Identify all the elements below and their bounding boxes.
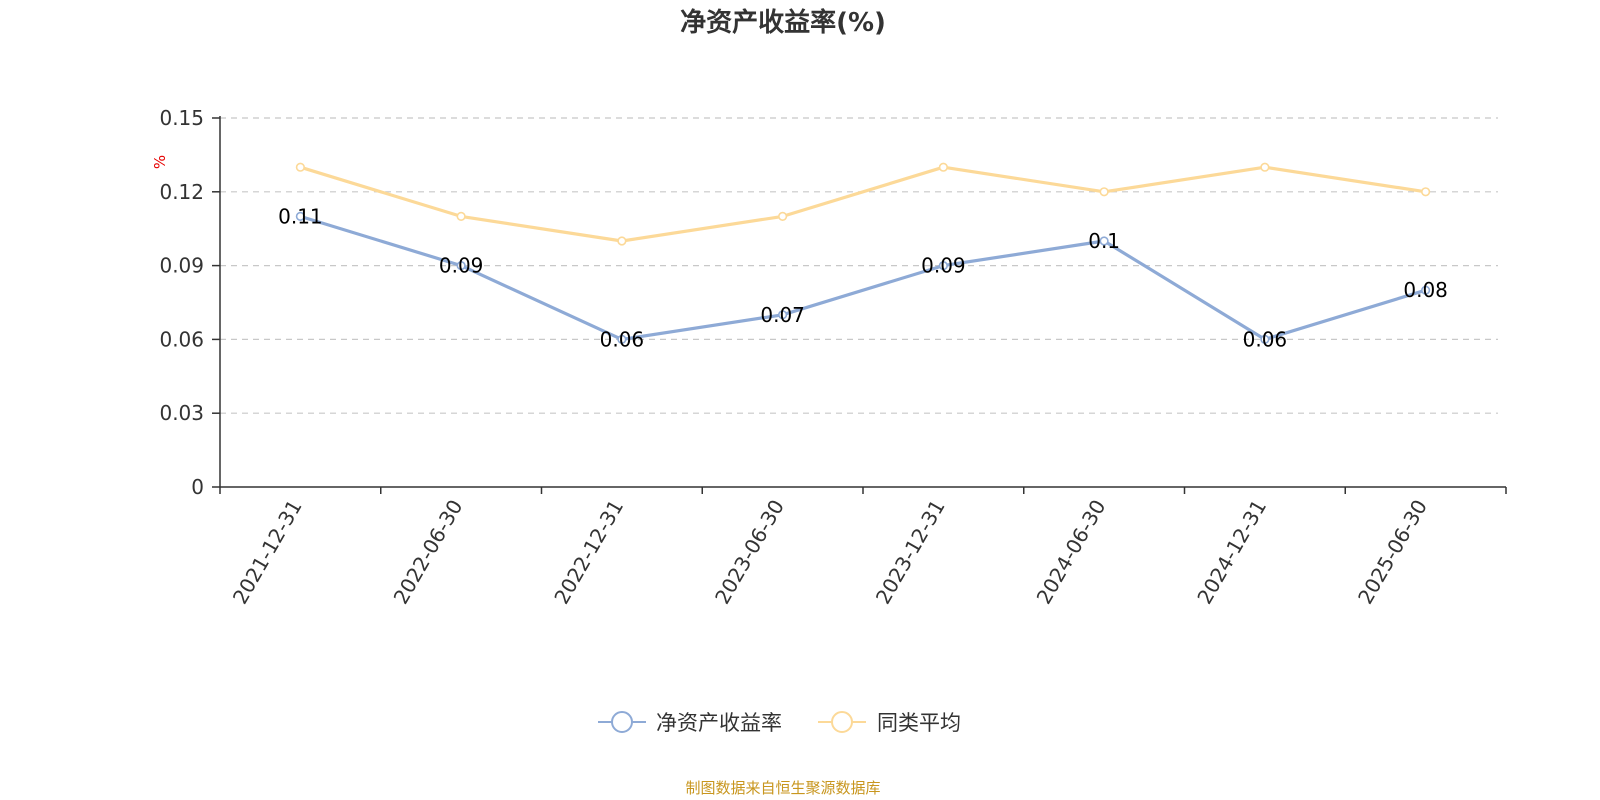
data-label: 0.09 bbox=[439, 254, 484, 278]
data-point bbox=[456, 211, 466, 221]
x-tick-label: 2022-06-30 bbox=[389, 496, 468, 609]
y-tick-label: 0.06 bbox=[159, 327, 204, 351]
x-tick-label: 2023-12-31 bbox=[871, 496, 950, 609]
data-point bbox=[1421, 187, 1431, 197]
legend-label: 净资产收益率 bbox=[656, 711, 782, 735]
data-label: 0.06 bbox=[1243, 327, 1288, 351]
chart-title: 净资产收益率(%) bbox=[680, 7, 886, 38]
data-label: 0.06 bbox=[600, 327, 645, 351]
data-label: 0.1 bbox=[1088, 229, 1120, 253]
data-label: 0.08 bbox=[1403, 278, 1448, 302]
y-tick-label: 0.09 bbox=[159, 254, 204, 278]
source-note: 制图数据来自恒生聚源数据库 bbox=[685, 779, 880, 797]
data-point bbox=[1099, 236, 1109, 246]
data-point bbox=[778, 211, 788, 221]
data-label: 0.07 bbox=[760, 303, 805, 327]
legend: 净资产收益率 同类平均 bbox=[598, 711, 961, 735]
x-tick-label: 2025-06-30 bbox=[1353, 496, 1432, 609]
series-layer bbox=[295, 162, 1431, 345]
data-point bbox=[1260, 162, 1270, 172]
legend-marker bbox=[831, 711, 853, 733]
data-labels: 0.11 0.09 0.06 0.07 0.09 0.1 0.06 0.08 bbox=[278, 204, 1448, 351]
y-tick-label: 0.15 bbox=[159, 106, 204, 130]
data-point bbox=[295, 162, 305, 172]
axes: 0 0.03 0.06 0.09 0.12 0.15 2021-12-31 2022-06-3… bbox=[159, 106, 1507, 609]
grid-lines bbox=[220, 117, 1498, 414]
data-point bbox=[778, 310, 788, 320]
x-tick-label: 2024-06-30 bbox=[1032, 496, 1111, 609]
series-line bbox=[299, 214, 1427, 341]
x-tick-label: 2024-12-31 bbox=[1192, 496, 1271, 609]
y-tick-label: 0.03 bbox=[159, 401, 204, 425]
x-tick-label: 2023-06-30 bbox=[710, 496, 789, 609]
data-point bbox=[1421, 285, 1431, 295]
data-point bbox=[938, 162, 948, 172]
data-point bbox=[456, 261, 466, 271]
x-tick-label: 2022-12-31 bbox=[549, 496, 628, 609]
data-point bbox=[938, 261, 948, 271]
x-tick-label: 2021-12-31 bbox=[228, 496, 307, 609]
y-axis-unit: % bbox=[151, 155, 169, 169]
data-point bbox=[295, 211, 305, 221]
data-point bbox=[1260, 334, 1270, 345]
series-line bbox=[299, 165, 1426, 243]
data-label: 0.11 bbox=[278, 204, 323, 228]
legend-marker bbox=[611, 711, 633, 733]
data-point bbox=[1099, 187, 1109, 197]
data-point bbox=[617, 236, 627, 246]
legend-label: 同类平均 bbox=[877, 711, 961, 735]
y-tick-label: 0 bbox=[191, 475, 204, 499]
y-tick-label: 0.12 bbox=[159, 180, 204, 204]
data-label: 0.09 bbox=[921, 254, 966, 278]
data-point bbox=[617, 334, 627, 345]
